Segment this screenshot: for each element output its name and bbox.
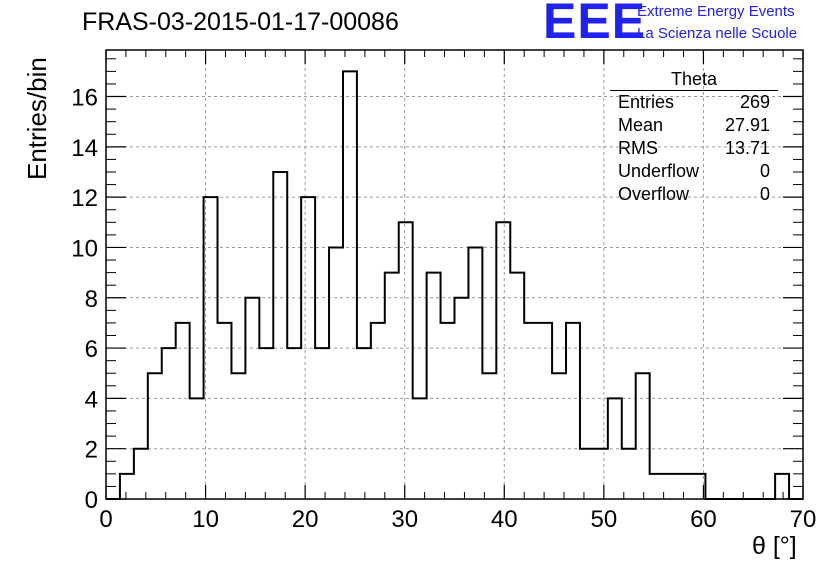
y-tick-label: 16 xyxy=(71,85,98,112)
x-tick-label: 30 xyxy=(391,506,418,533)
y-tick-label: 0 xyxy=(85,487,98,514)
stats-title: Theta xyxy=(610,68,778,91)
eee-logo: EEE xyxy=(543,0,647,49)
y-tick-label: 2 xyxy=(85,437,98,464)
x-tick-label: 50 xyxy=(591,506,618,533)
stats-box: Theta Entries 269 Mean 27.91 RMS 13.71 U… xyxy=(610,68,778,206)
x-tick-label: 20 xyxy=(292,506,319,533)
y-tick-label: 12 xyxy=(71,185,98,212)
stats-row-underflow: Underflow 0 xyxy=(610,160,778,183)
x-axis-label: θ [°] xyxy=(752,532,797,560)
y-tick-label: 10 xyxy=(71,235,98,262)
y-tick-label: 6 xyxy=(85,336,98,363)
plot-frame xyxy=(105,49,804,500)
stats-value: 13.71 xyxy=(724,138,770,158)
stats-value: 27.91 xyxy=(724,115,770,135)
stats-label: Overflow xyxy=(618,184,690,204)
logo-text-line1: Extreme Energy Events xyxy=(637,3,795,20)
y-tick-label: 8 xyxy=(85,286,98,313)
stats-label: Underflow xyxy=(618,161,700,181)
stats-row-entries: Entries 269 xyxy=(610,91,778,114)
y-axis-label: Entries/bin xyxy=(22,57,52,180)
x-tick-label: 40 xyxy=(491,506,518,533)
logo-text-line2: La Scienza nelle Scuole xyxy=(637,25,798,42)
stats-row-rms: RMS 13.71 xyxy=(610,137,778,160)
x-tick-label: 10 xyxy=(192,506,219,533)
stats-value: 269 xyxy=(739,92,770,112)
x-tick-label: 60 xyxy=(690,506,717,533)
tick-labels: 0 10 20 30 40 50 60 70 0 2 4 6 8 10 12 14 16 xyxy=(71,85,816,533)
y-tick-label: 4 xyxy=(85,386,98,413)
x-tick-label: 70 xyxy=(790,506,817,533)
stats-value: 0 xyxy=(759,161,770,181)
stats-value: 0 xyxy=(759,184,770,204)
stats-label: Entries xyxy=(618,92,675,112)
stats-row-mean: Mean 27.91 xyxy=(610,114,778,137)
stats-label: RMS xyxy=(618,138,658,158)
stats-label: Mean xyxy=(618,115,664,135)
chart-title: FRAS-03-2015-01-17-00086 xyxy=(82,8,399,36)
stats-row-overflow: Overflow 0 xyxy=(610,183,778,206)
x-tick-label: 0 xyxy=(99,506,112,533)
y-tick-label: 14 xyxy=(71,135,98,162)
histogram-line xyxy=(106,70,803,500)
